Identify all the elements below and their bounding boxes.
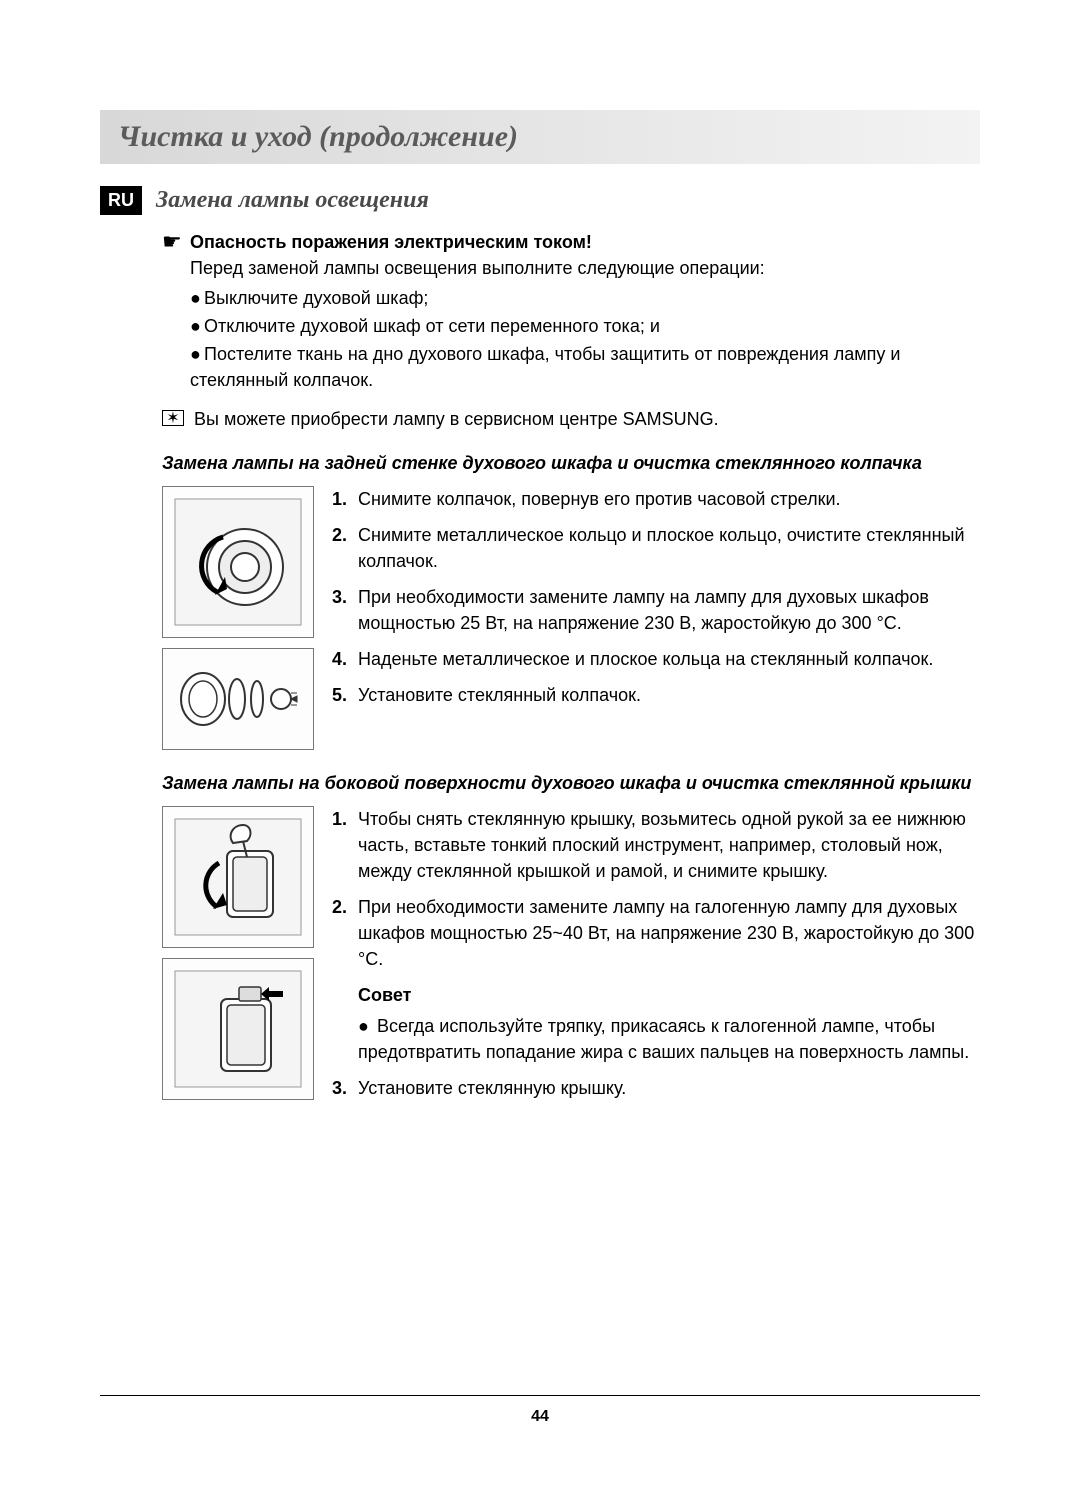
pointer-icon: ☛ (162, 229, 190, 255)
section-title: Замена лампы освещения (156, 187, 429, 214)
step-text: Установите стеклянный колпачок. (358, 682, 641, 708)
language-badge: RU (100, 186, 142, 215)
step-text: При необходимости замените лампу на гало… (358, 894, 980, 972)
step-text: Снимите колпачок, повернув его против ча… (358, 486, 841, 512)
illustration-column (162, 486, 314, 750)
warning-body: Опасность поражения электрическим током!… (190, 229, 765, 281)
illustration-column-2 (162, 806, 314, 1111)
step-text: При необходимости замените лампу на ламп… (358, 584, 980, 636)
steps-list-1: 1.Снимите колпачок, повернув его против … (332, 486, 980, 750)
step-text: Установите стеклянную крышку. (358, 1075, 626, 1101)
manual-page: Чистка и уход (продолжение) RU Замена ла… (0, 0, 1080, 1191)
tip-label: Совет (358, 982, 980, 1008)
step-text: Наденьте металлическое и плоское кольца … (358, 646, 933, 672)
step-item: 1.Чтобы снять стеклянную крышку, возьмит… (332, 806, 980, 884)
step-item: 3.Установите стеклянную крышку. (332, 1075, 980, 1101)
illustration-lamp-parts (162, 648, 314, 750)
step-item: 1.Снимите колпачок, повернув его против … (332, 486, 980, 512)
step-item: 3.При необходимости замените лампу на ла… (332, 584, 980, 636)
content-block: ☛ Опасность поражения электрическим токо… (162, 229, 980, 1111)
subsection-1-body: 1.Снимите колпачок, повернув его против … (162, 486, 980, 750)
note-text: Вы можете приобрести лампу в сервисном ц… (194, 406, 719, 432)
bullet-text: Постелите ткань на дно духового шкафа, ч… (190, 344, 900, 390)
steps-list-2: 1.Чтобы снять стеклянную крышку, возьмит… (332, 806, 980, 1111)
bullet-text: Отключите духовой шкаф от сети переменно… (204, 316, 660, 336)
step-item: 5.Установите стеклянный колпачок. (332, 682, 980, 708)
section-header: RU Замена лампы освещения (100, 186, 980, 215)
illustration-lamp-rear-remove (162, 486, 314, 638)
bullet-item: ●Отключите духовой шкаф от сети переменн… (190, 313, 980, 339)
note-icon: ✶ (162, 410, 184, 426)
illustration-side-cover-install (162, 958, 314, 1100)
step-item: 4.Наденьте металлическое и плоское кольц… (332, 646, 980, 672)
warning-intro: Перед заменой лампы освещения выполните … (190, 255, 765, 281)
step-text: Снимите металлическое кольцо и плоское к… (358, 522, 980, 574)
page-number: 44 (0, 1408, 1080, 1426)
title-bar: Чистка и уход (продолжение) (100, 110, 980, 164)
footer-rule (100, 1395, 980, 1396)
tip-row: ● Всегда используйте тряпку, прикасаясь … (358, 1013, 980, 1065)
note-row: ✶ Вы можете приобрести лампу в сервисном… (162, 406, 980, 432)
bullet-item: ●Постелите ткань на дно духового шкафа, … (190, 341, 980, 393)
step-item: 2.При необходимости замените лампу на га… (332, 894, 980, 972)
page-title: Чистка и уход (продолжение) (118, 120, 962, 154)
subsection-title-1: Замена лампы на задней стенке духового ш… (162, 450, 980, 476)
tip-text: Всегда используйте тряпку, прикасаясь к … (358, 1016, 969, 1062)
warning-title: Опасность поражения электрическим током! (190, 229, 765, 255)
subsection-2-body: 1.Чтобы снять стеклянную крышку, возьмит… (162, 806, 980, 1111)
warning-bullets: ●Выключите духовой шкаф; ●Отключите духо… (190, 285, 980, 393)
step-text: Чтобы снять стеклянную крышку, возьмитес… (358, 806, 980, 884)
bullet-item: ●Выключите духовой шкаф; (190, 285, 980, 311)
step-item: 2.Снимите металлическое кольцо и плоское… (332, 522, 980, 574)
bullet-text: Выключите духовой шкаф; (204, 288, 428, 308)
warning-row: ☛ Опасность поражения электрическим токо… (162, 229, 980, 281)
illustration-side-cover-remove (162, 806, 314, 948)
subsection-title-2: Замена лампы на боковой поверхности духо… (162, 770, 980, 796)
